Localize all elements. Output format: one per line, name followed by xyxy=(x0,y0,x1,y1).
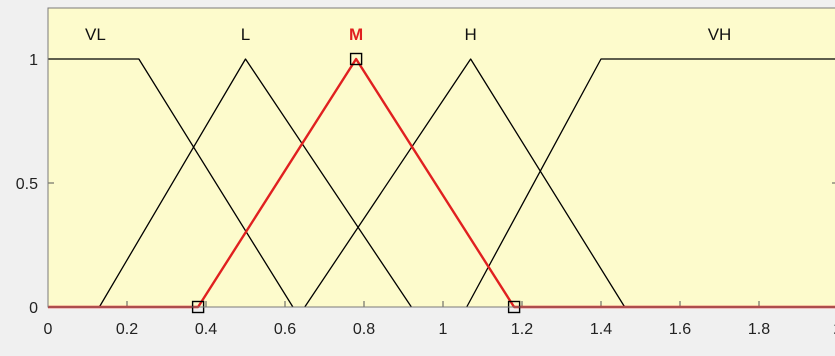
x-tick-label: 1.8 xyxy=(748,321,770,338)
plot-frame xyxy=(47,7,835,308)
x-tick-label: 1.2 xyxy=(511,321,533,338)
plot-area[interactable] xyxy=(48,8,835,307)
y-tick-label: 0.5 xyxy=(16,176,38,193)
mf-curve-l[interactable] xyxy=(98,58,412,308)
x-tick-label: 0.2 xyxy=(116,321,138,338)
y-tick-label: 0 xyxy=(29,300,38,317)
mf-label-vh[interactable]: VH xyxy=(708,25,732,44)
x-tick-label: 1.6 xyxy=(669,321,691,338)
mf-label-m[interactable]: M xyxy=(349,25,363,44)
x-tick-label: 1.4 xyxy=(590,321,612,338)
x-tick-label: 0.6 xyxy=(274,321,296,338)
x-tick-label: 0.8 xyxy=(353,321,375,338)
y-tick-label: 1 xyxy=(29,52,38,69)
mf-curve-vh[interactable] xyxy=(466,58,835,308)
x-tick-label: 0 xyxy=(44,321,53,338)
mf-vertex-handle[interactable] xyxy=(349,52,363,66)
mf-curve-vl[interactable] xyxy=(48,58,294,308)
mf-label-l[interactable]: L xyxy=(241,25,250,44)
mf-label-vl[interactable]: VL xyxy=(85,25,106,44)
mf-curve-h[interactable] xyxy=(304,58,626,308)
x-tick-label: 2 xyxy=(834,321,835,338)
x-tick-label: 1 xyxy=(439,321,448,338)
x-tick-label: 0.4 xyxy=(195,321,217,338)
mf-label-h[interactable]: H xyxy=(465,25,477,44)
